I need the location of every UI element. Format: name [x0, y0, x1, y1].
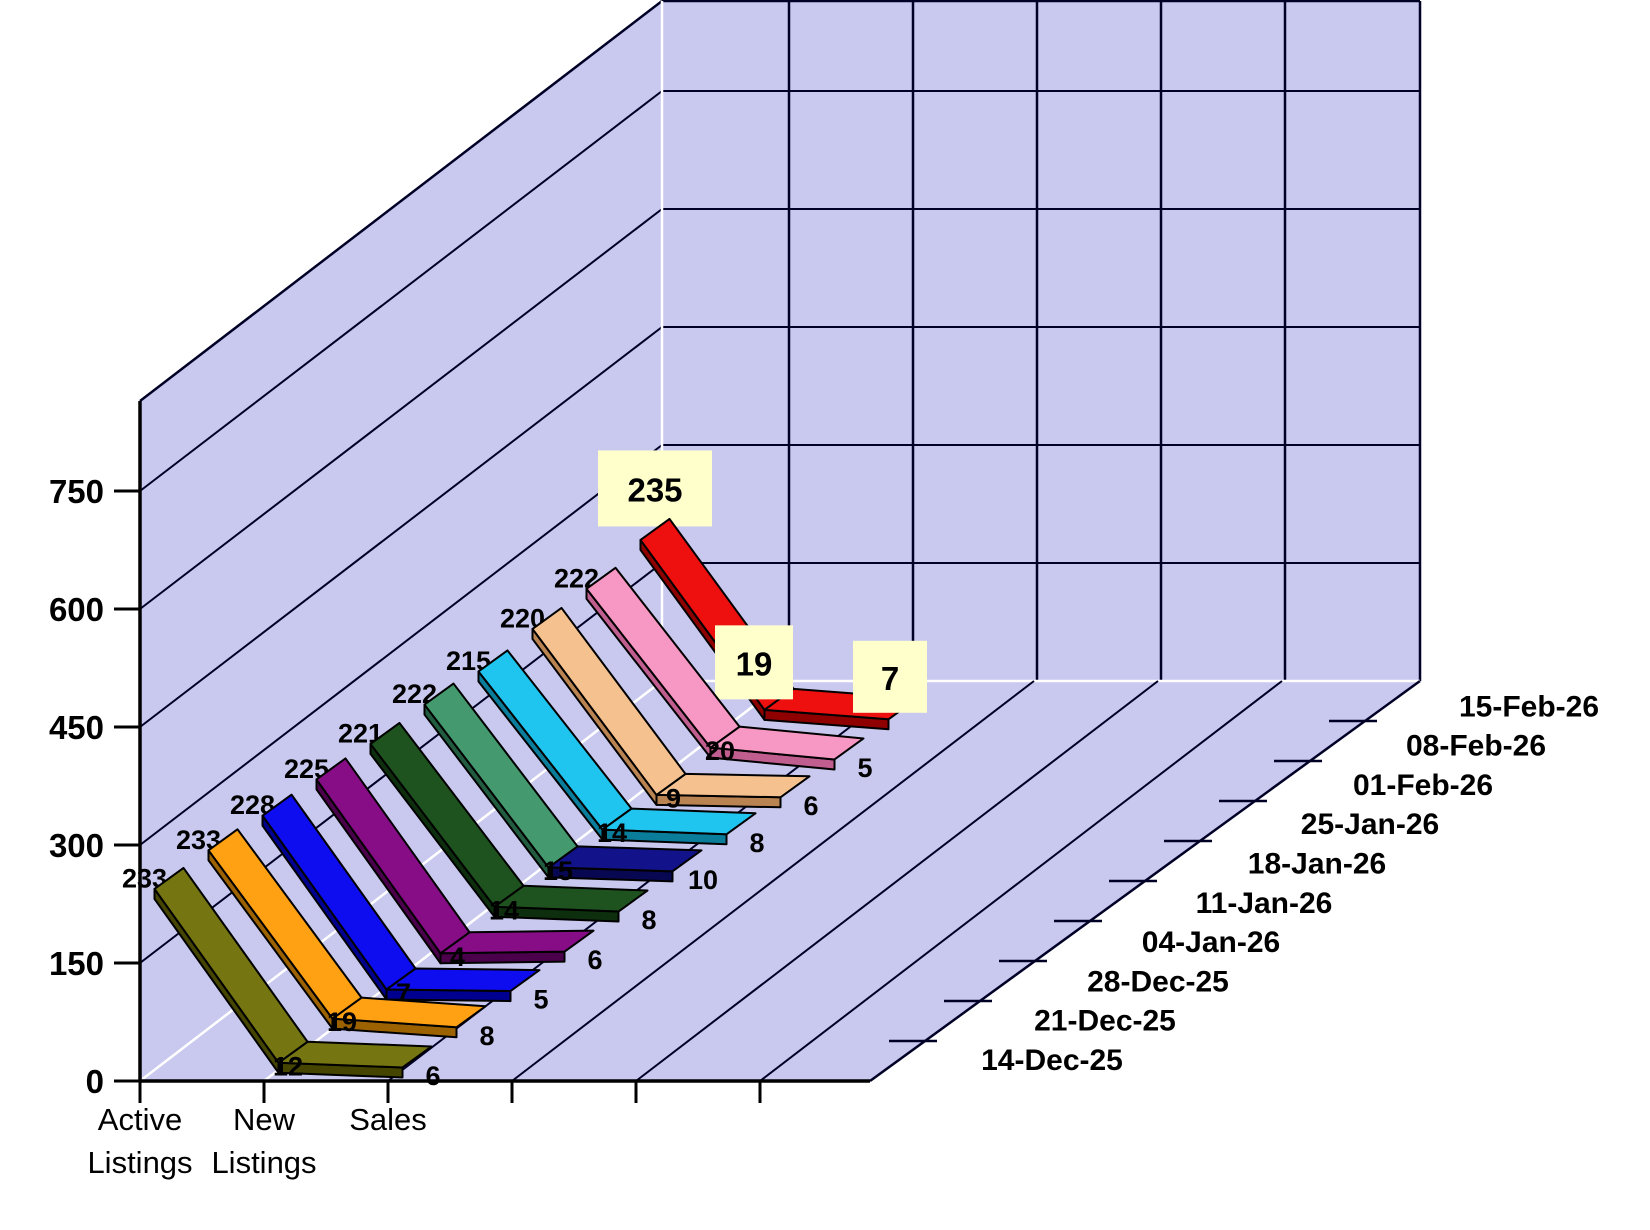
value-gridline-leftwall — [139, 444, 663, 846]
ribbon-top — [261, 793, 417, 991]
floor-gridline — [759, 680, 1283, 1082]
series-15-Feb-26: 235 19 7 — [598, 450, 927, 731]
category-label: New — [233, 1102, 296, 1137]
highlight-box-sales — [853, 640, 927, 713]
new-listings-label: 4 — [450, 942, 465, 972]
value-axis-label: 0 — [86, 1063, 104, 1100]
ribbon-top — [153, 866, 309, 1064]
sales-label: 6 — [803, 791, 818, 821]
new-listings-label: 19 — [736, 645, 773, 682]
ribbon-top — [423, 682, 579, 869]
date-label: 11-Jan-26 — [1196, 887, 1333, 920]
back-wall — [662, 1, 1420, 681]
value-axis-label: 600 — [49, 591, 104, 628]
sales-label: 6 — [425, 1061, 440, 1091]
value-axis-label: 150 — [49, 945, 104, 982]
floor-gridline — [511, 680, 1035, 1082]
new-listings-label: 19 — [327, 1007, 357, 1037]
date-label: 01-Feb-26 — [1353, 769, 1493, 802]
value-axis-label: 450 — [49, 709, 104, 746]
sales-label: 10 — [688, 865, 718, 895]
category-label: Listings — [87, 1145, 192, 1180]
ribbon-top — [531, 606, 687, 796]
date-label: 15-Feb-26 — [1459, 690, 1599, 723]
date-axis-labels: 14-Dec-25 21-Dec-25 28-Dec-25 04-Jan-26 11-J… — [981, 690, 1599, 1077]
ribbon-top — [207, 828, 363, 1020]
date-label: 28-Dec-25 — [1087, 965, 1229, 998]
axes: 0 150 300 450 600 750 Active Listings New Listing… — [49, 401, 870, 1180]
date-label: 08-Feb-26 — [1406, 730, 1546, 763]
highlight-box-active — [598, 450, 712, 527]
floor-gridline — [635, 680, 1159, 1082]
category-label: Sales — [349, 1102, 427, 1137]
sales-label: 6 — [587, 945, 602, 975]
date-label: 04-Jan-26 — [1142, 926, 1280, 959]
value-gridline-leftwall — [139, 326, 663, 728]
sales-label: 8 — [749, 828, 764, 858]
new-listings-label: 14 — [489, 895, 519, 925]
ribbon-top — [585, 566, 741, 749]
new-listings-label: 15 — [543, 856, 573, 886]
new-listings-label: 12 — [273, 1051, 303, 1081]
left-wall-top-edge — [139, 0, 663, 402]
date-label: 21-Dec-25 — [1034, 1005, 1176, 1038]
highlight-box-new — [715, 625, 793, 700]
new-listings-label: 9 — [666, 783, 681, 813]
value-gridline-leftwall — [139, 208, 663, 610]
new-listings-label: 14 — [597, 818, 627, 848]
ribbon-top — [369, 721, 525, 908]
date-label: 25-Jan-26 — [1301, 808, 1439, 841]
category-label: Active — [98, 1102, 182, 1137]
ribbon-top — [477, 649, 633, 831]
sales-label: 8 — [479, 1021, 494, 1051]
sales-label: 8 — [641, 905, 656, 935]
value-axis-label: 300 — [49, 827, 104, 864]
sales-label: 7 — [881, 660, 899, 697]
value-gridline-leftwall — [139, 90, 663, 492]
sales-label: 5 — [857, 753, 872, 783]
new-listings-label: 20 — [705, 736, 735, 766]
value-axis-label: 750 — [49, 473, 104, 510]
category-label: Listings — [211, 1145, 316, 1180]
date-label: 14-Dec-25 — [981, 1044, 1123, 1077]
ribbon-top — [315, 757, 471, 955]
active-listings-label: 235 — [627, 471, 682, 508]
date-label: 18-Jan-26 — [1248, 848, 1386, 881]
sales-label: 5 — [533, 985, 548, 1015]
